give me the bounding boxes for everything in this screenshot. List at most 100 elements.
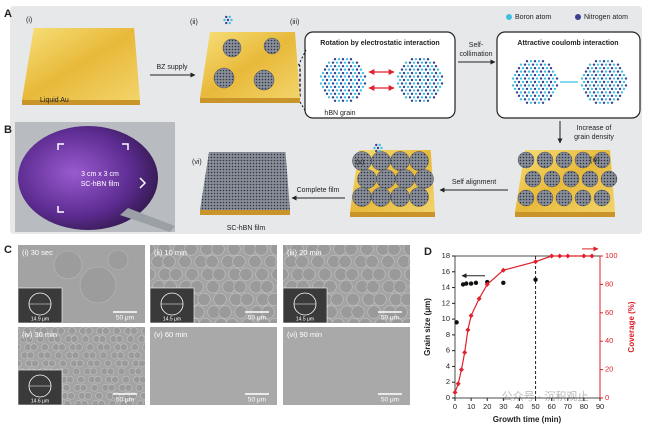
sem-grain bbox=[317, 245, 331, 256]
atom bbox=[541, 80, 545, 84]
atom bbox=[406, 78, 410, 82]
atom bbox=[337, 71, 341, 75]
atom bbox=[614, 94, 618, 98]
atom bbox=[351, 96, 355, 99]
atom bbox=[531, 77, 535, 80]
x-tick-label: 50 bbox=[531, 402, 539, 411]
sem-grain bbox=[409, 284, 410, 290]
grain bbox=[414, 169, 434, 189]
grain bbox=[409, 151, 429, 171]
marker bbox=[468, 281, 474, 286]
atom bbox=[612, 98, 616, 101]
sem-grain bbox=[41, 343, 49, 352]
atom bbox=[600, 84, 604, 87]
atom bbox=[523, 77, 527, 80]
atom bbox=[416, 82, 420, 85]
marker bbox=[533, 277, 538, 282]
sem-grain bbox=[381, 255, 395, 269]
atom bbox=[428, 61, 432, 64]
atom bbox=[608, 84, 612, 87]
marker bbox=[455, 381, 461, 387]
atom bbox=[412, 96, 416, 99]
atom bbox=[339, 68, 343, 71]
atom bbox=[529, 60, 533, 63]
atom bbox=[598, 87, 602, 91]
sem-grain bbox=[388, 267, 402, 281]
sem-grain bbox=[365, 255, 379, 269]
atom bbox=[594, 101, 598, 104]
y-tick-label: 4 bbox=[446, 361, 450, 370]
atom bbox=[373, 146, 376, 150]
atom bbox=[527, 70, 531, 73]
sem-grain bbox=[257, 318, 271, 323]
atom bbox=[622, 80, 626, 84]
atom bbox=[323, 82, 327, 85]
atom bbox=[343, 89, 347, 92]
atom bbox=[414, 64, 418, 68]
atom bbox=[408, 82, 412, 85]
atom bbox=[527, 91, 531, 94]
atom bbox=[327, 68, 331, 71]
atom bbox=[327, 75, 331, 78]
atom bbox=[620, 91, 624, 94]
atom bbox=[349, 64, 353, 68]
atom bbox=[426, 78, 430, 82]
atom bbox=[612, 77, 616, 80]
atom bbox=[602, 80, 606, 84]
atom bbox=[533, 80, 537, 84]
atom bbox=[539, 98, 543, 101]
sem-grain bbox=[360, 245, 374, 256]
atom bbox=[355, 75, 359, 78]
atom bbox=[588, 84, 592, 87]
atom bbox=[521, 87, 525, 91]
atom bbox=[515, 84, 519, 87]
atom bbox=[618, 73, 622, 77]
marker bbox=[473, 280, 479, 286]
gold-plate bbox=[22, 28, 140, 105]
grain bbox=[536, 189, 554, 207]
atom bbox=[519, 70, 523, 73]
atom bbox=[586, 80, 590, 84]
atom bbox=[434, 85, 438, 89]
atom bbox=[517, 94, 521, 98]
atom bbox=[359, 75, 363, 78]
atom bbox=[321, 85, 325, 89]
marker bbox=[557, 253, 563, 259]
atom bbox=[598, 73, 602, 77]
atom bbox=[539, 84, 543, 87]
atom bbox=[606, 87, 610, 91]
atom bbox=[327, 96, 331, 99]
atom bbox=[345, 71, 349, 75]
atom bbox=[422, 78, 426, 82]
atom bbox=[600, 91, 604, 94]
atom bbox=[418, 71, 422, 75]
atom bbox=[426, 58, 430, 61]
atom bbox=[406, 64, 410, 68]
plate-edge bbox=[350, 212, 435, 217]
sem-image: 14.6 μm (iv) 30 min 50 μm bbox=[18, 327, 145, 405]
atom bbox=[527, 84, 531, 87]
sem-background bbox=[150, 327, 277, 405]
atom bbox=[404, 82, 408, 85]
atom bbox=[225, 15, 228, 19]
atom bbox=[594, 66, 598, 70]
atom bbox=[434, 92, 438, 96]
atom bbox=[513, 87, 517, 91]
atom bbox=[606, 66, 610, 70]
atom bbox=[347, 96, 351, 99]
atom bbox=[612, 84, 616, 87]
atom bbox=[333, 64, 337, 68]
sem-grain bbox=[79, 383, 88, 392]
atom bbox=[343, 61, 347, 64]
step-label: (iv) bbox=[590, 157, 600, 164]
sem-grain bbox=[318, 267, 332, 281]
grain bbox=[213, 67, 235, 89]
zoom-line bbox=[299, 101, 307, 113]
atom bbox=[438, 85, 442, 89]
atom bbox=[541, 66, 545, 70]
sem-grain bbox=[97, 400, 106, 405]
grain bbox=[357, 169, 377, 189]
scale-bar-label: 50 μm bbox=[116, 397, 134, 404]
atom bbox=[228, 15, 231, 19]
atom bbox=[335, 75, 339, 78]
